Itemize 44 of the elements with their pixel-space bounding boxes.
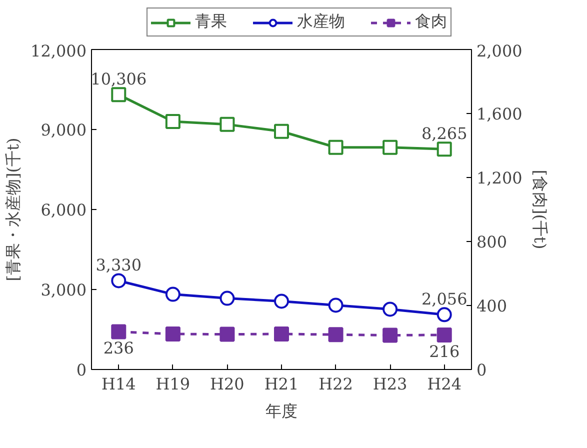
point [165,286,180,302]
x-tick-label: H22 [318,374,353,394]
data-label: 8,265 [421,124,468,144]
y-tick-label: 0 [76,360,87,380]
x-tick-label: H23 [372,374,408,394]
y-tick-label: 12,000 [30,42,86,60]
y2-tick-label: 0 [476,360,487,380]
x-tick-label: H14 [101,374,136,394]
x-tick-label: H24 [427,374,462,394]
point [328,298,344,313]
point [220,290,235,306]
y2-tick-label: 2,000 [476,42,522,60]
data-label: 2,056 [421,290,468,309]
point [111,87,126,102]
y2-tick-label: 400 [476,296,508,316]
point [165,114,180,129]
point [382,140,398,155]
point [328,140,344,155]
legend-label: 水産物 [297,12,345,32]
legend-label: 青果 [195,12,227,32]
point [220,116,235,132]
data-label: 3,330 [96,256,142,275]
legend-label: 食肉 [415,12,447,32]
x-tick-label: H20 [210,374,244,394]
x-axis-title: 年度 [266,402,298,420]
data-label: 216 [429,342,460,361]
y-tick-label: 3,000 [40,280,87,300]
point [111,273,126,288]
y-tick-label: 6,000 [40,200,87,220]
point [274,124,289,139]
point [382,302,398,317]
point [436,307,452,322]
data-label: 236 [103,338,134,358]
y2-axis-title: [食肉](千t) [530,170,550,250]
y-tick-label: 9,000 [40,120,87,140]
y2-tick-label: 800 [476,232,508,252]
y-axis-title: [青果・水産物](千t) [4,138,23,282]
point [274,294,289,309]
x-tick-label: H21 [264,374,299,394]
y2-tick-label: 1,600 [476,104,522,124]
y2-tick-label: 1,200 [476,168,522,188]
x-tick-label: H19 [156,374,190,394]
point [436,142,452,157]
data-label: 10,306 [90,70,147,89]
